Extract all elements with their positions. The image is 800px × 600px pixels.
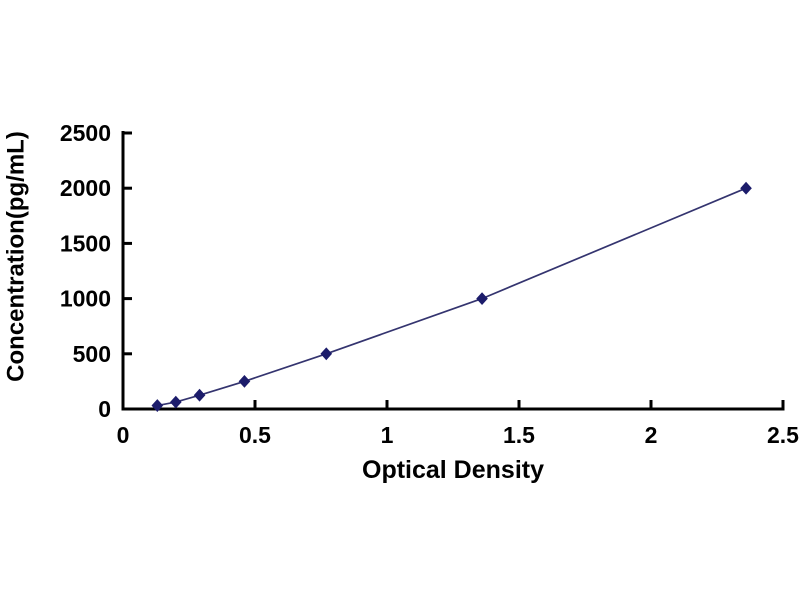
data-point-marker (320, 347, 333, 361)
y-tick-label: 2500 (60, 120, 111, 146)
y-axis-title: Concentration(pg/mL) (2, 131, 30, 382)
data-point-marker (170, 395, 182, 409)
y-tick-label: 500 (73, 341, 111, 367)
y-tick-label: 0 (98, 396, 111, 422)
x-tick-label: 1.5 (503, 422, 535, 448)
x-tick-label: 2.5 (767, 422, 799, 448)
y-tick-label: 1000 (60, 286, 111, 312)
data-point-marker (193, 388, 206, 402)
data-point-marker (740, 181, 752, 195)
y-tick-label: 1500 (60, 230, 111, 256)
data-point-marker (238, 375, 251, 388)
data-point-marker (151, 399, 164, 412)
x-tick-label: 2 (645, 422, 658, 448)
x-axis-title: Optical Density (362, 456, 544, 484)
data-point-marker (476, 292, 488, 305)
x-tick-label: 0.5 (239, 422, 271, 448)
x-tick-label: 0 (117, 422, 130, 448)
x-tick-label: 1 (381, 422, 394, 448)
y-tick-label: 2000 (60, 175, 111, 201)
series-line (157, 187, 747, 407)
